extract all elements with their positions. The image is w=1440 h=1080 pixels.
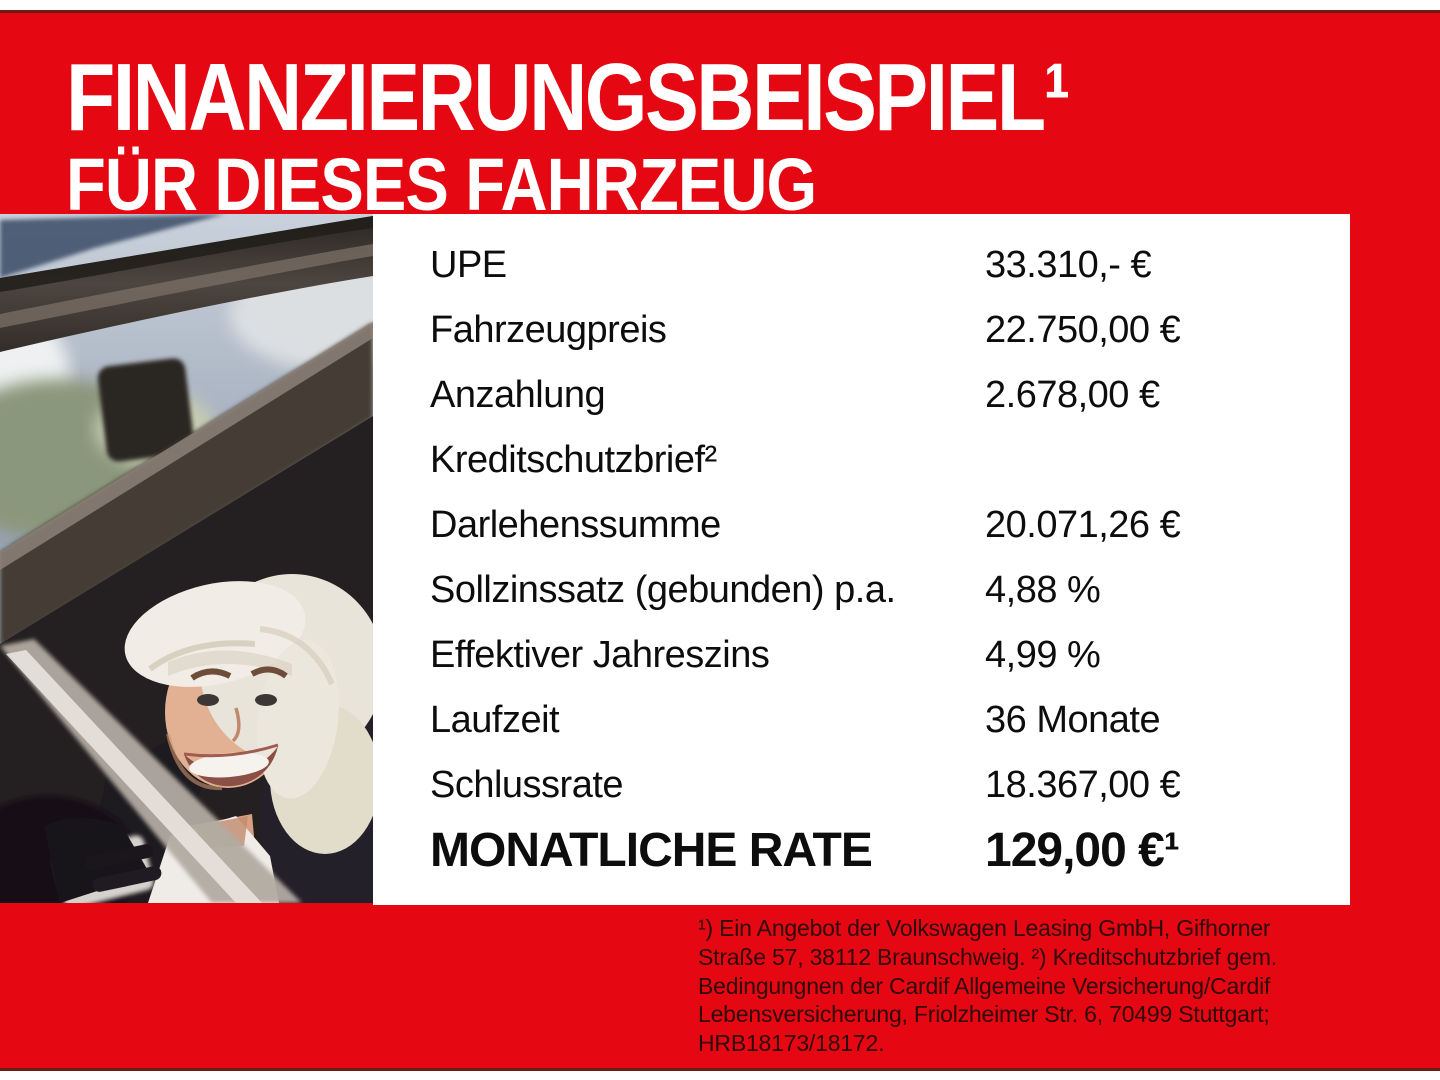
legal-line: Lebensversicherung, Friolzheimer Str. 6,…	[698, 1001, 1270, 1028]
row-label: UPE	[430, 243, 507, 286]
row-value: 18.367,00 €	[985, 763, 1181, 806]
row-label: Fahrzeugpreis	[430, 308, 667, 351]
row-label: Laufzeit	[430, 698, 560, 741]
row-label: MONATLICHE RATE	[430, 823, 873, 877]
row-value: 20.071,26 €	[985, 503, 1181, 546]
legal-line: Straße 57, 38112 Braunschweig. ²) Kredit…	[698, 943, 1277, 970]
row-label: Schlussrate	[430, 763, 624, 806]
legal-line: ¹) Ein Angebot der Volkswagen Leasing Gm…	[698, 915, 1271, 941]
customer-photo	[0, 214, 373, 903]
ad-subtitle: FÜR DIESES FAHRZEUG	[66, 143, 817, 226]
table-row: UPE 33.310,- €	[373, 232, 1350, 298]
row-label: Anzahlung	[430, 373, 606, 416]
row-value: 2.678,00 €	[985, 373, 1160, 416]
row-label: Sollzinssatz (gebunden) p.a.	[430, 568, 896, 611]
top-white-strip	[0, 0, 1440, 13]
row-value: 129,00 €¹	[985, 823, 1180, 877]
row-value: 22.750,00 €	[985, 308, 1181, 351]
row-label: Effektiver Jahreszins	[430, 633, 770, 676]
legal-line: HRB18173/18172.	[698, 1030, 885, 1057]
table-row: Sollzinssatz (gebunden) p.a. 4,88 %	[373, 557, 1350, 623]
row-label: Kreditschutzbrief²	[430, 438, 717, 481]
table-row: MONATLICHE RATE 129,00 €¹	[373, 817, 1350, 883]
financing-table: UPE 33.310,- € Fahrzeugpreis 22.750,00 €…	[373, 214, 1350, 905]
row-value: 33.310,- €	[985, 243, 1152, 286]
ad-title: FINANZIERUNGSBEISPIEL¹	[66, 44, 1070, 151]
table-row: Darlehenssumme 20.071,26 €	[373, 492, 1350, 558]
table-row: Laufzeit 36 Monate	[373, 687, 1350, 753]
row-label: Darlehenssumme	[430, 503, 721, 546]
legal-line: Bedingungnen der Cardif Allgemeine Versi…	[698, 972, 1271, 999]
table-row: Anzahlung 2.678,00 €	[373, 362, 1350, 428]
financing-panel: UPE 33.310,- € Fahrzeugpreis 22.750,00 €…	[373, 214, 1350, 905]
table-row: Effektiver Jahreszins 4,99 %	[373, 622, 1350, 688]
woman-in-car-illustration	[0, 214, 373, 903]
table-row: Kreditschutzbrief²	[373, 427, 1350, 493]
row-value: 4,99 %	[985, 633, 1101, 676]
row-value: 4,88 %	[985, 568, 1101, 611]
table-row: Schlussrate 18.367,00 €	[373, 752, 1350, 818]
table-row: Fahrzeugpreis 22.750,00 €	[373, 297, 1350, 363]
bottom-white-strip	[0, 1068, 1440, 1080]
row-value: 36 Monate	[985, 698, 1161, 741]
legal-note: ¹) Ein Angebot der Volkswagen Leasing Gm…	[698, 914, 1370, 1058]
